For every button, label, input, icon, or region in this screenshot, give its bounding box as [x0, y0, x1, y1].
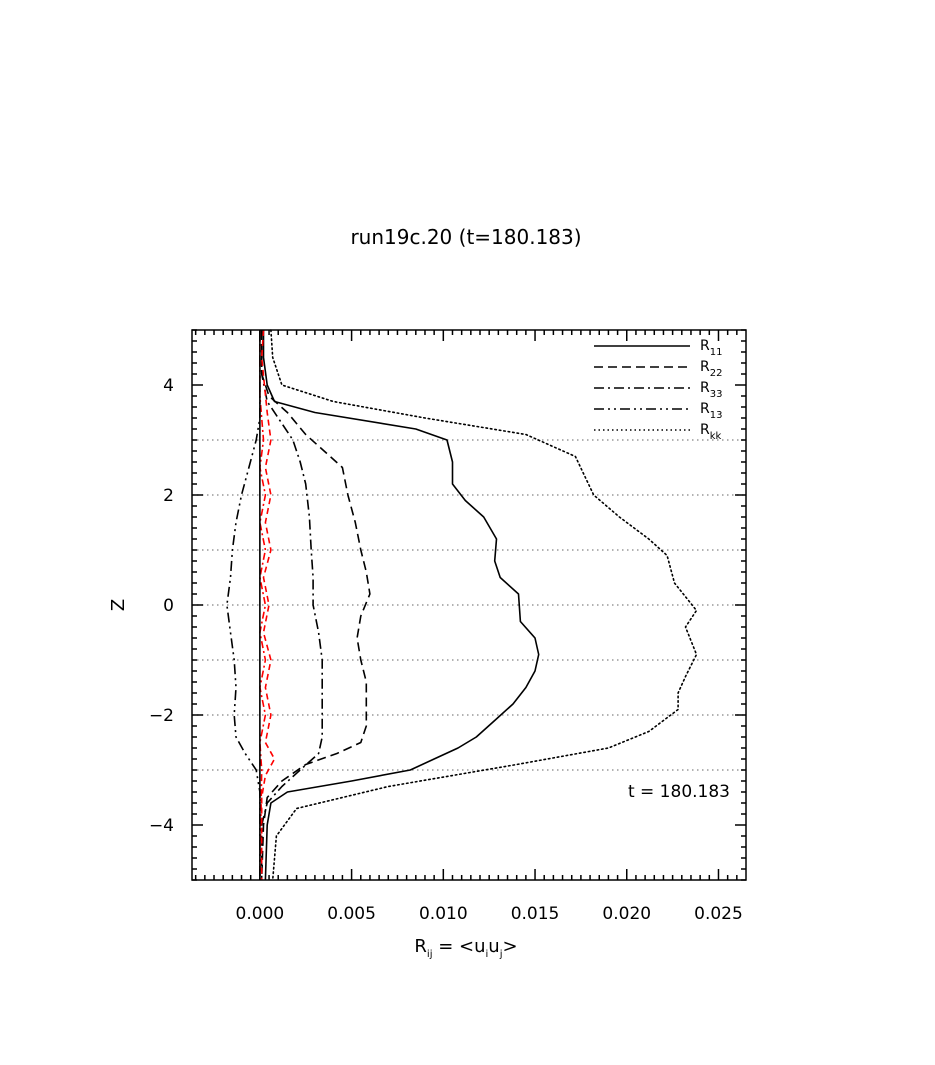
x-axis-label-rest: = <u: [432, 936, 485, 957]
x-tick-label: 0.010: [419, 904, 468, 924]
series-line-r22: [260, 330, 371, 881]
series-group: [226, 329, 698, 881]
x-axis-label-main: R: [414, 936, 427, 957]
x-tick-label: 0.025: [694, 904, 743, 924]
x-axis-label-sub: ij: [427, 949, 433, 960]
y-tick-label: 0: [163, 596, 174, 616]
series-line-red-profiles-unlabeled-: [260, 329, 276, 880]
x-axis-label-end: >: [502, 936, 517, 957]
plot-frame: [191, 329, 747, 881]
series-line-rkk: [270, 329, 698, 881]
x-tick-label: 0.020: [602, 904, 651, 924]
y-tick-label: −2: [149, 706, 174, 726]
x-axis-label-mid: u: [488, 936, 499, 957]
series-line-red-profiles-2-unlabeled-: [259, 330, 267, 881]
y-tick-label: −4: [149, 816, 174, 836]
series-line-r33: [260, 330, 323, 880]
x-axis-label-sub3: j: [499, 949, 503, 960]
axis-ticks: [192, 329, 746, 881]
legend-label: R11: [700, 338, 722, 358]
x-axis-label: Rij = <uiuj>: [414, 936, 517, 960]
y-tick-label: 2: [163, 486, 174, 506]
chart-title: run19c.20 (t=180.183): [350, 225, 581, 249]
legend-label: R22: [700, 359, 722, 379]
x-tick-label: 0.000: [236, 904, 285, 924]
series-line-r11: [262, 330, 540, 881]
time-annotation: t = 180.183: [628, 782, 730, 802]
y-tick-label: 4: [163, 376, 174, 396]
y-axis-label: Z: [108, 599, 129, 611]
tick-labels: 0.000 0.005 0.010 0.015 0.020 0.025 −4 −2 0 2 4: [149, 376, 743, 924]
x-tick-label: 0.015: [511, 904, 560, 924]
legend-label: R33: [700, 380, 722, 400]
x-tick-label: 0.005: [327, 904, 376, 924]
series-line-r13: [226, 330, 261, 880]
x-axis-label-sub2: i: [486, 949, 489, 960]
legend-label: Rkk: [700, 422, 722, 442]
legend-label: R13: [700, 401, 722, 421]
